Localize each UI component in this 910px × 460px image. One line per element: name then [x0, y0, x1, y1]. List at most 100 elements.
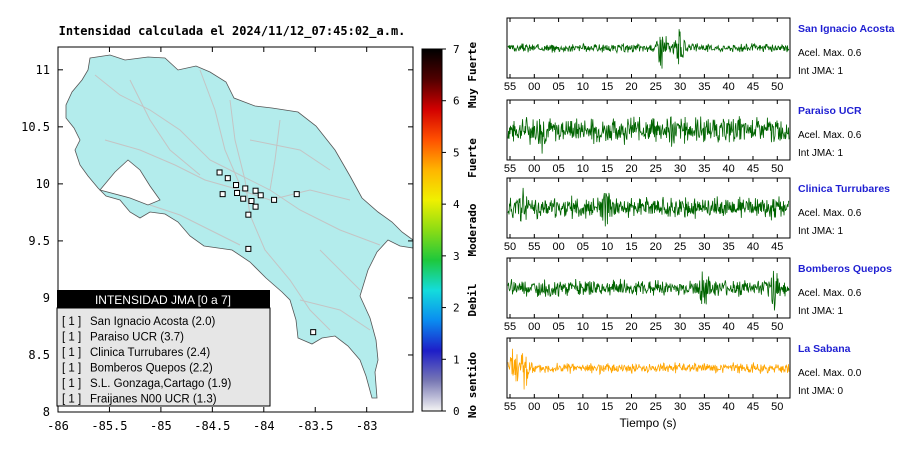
map-x-tick-label: -84.5	[194, 419, 230, 433]
waveform-tick-label: 05	[552, 81, 564, 93]
waveform-trace	[507, 187, 790, 227]
waveform-tick-label: 15	[601, 163, 613, 175]
legend-row-level: [ 1 ]	[62, 378, 81, 390]
map-x-tick-label: -85.5	[91, 419, 127, 433]
colorbar-category-labels: No sentido Debil Moderado Fuerte Muy Fuerte	[466, 42, 479, 419]
colorbar-category-label: Fuerte	[466, 138, 479, 178]
station-marker	[216, 169, 223, 176]
waveform-tick-label: 40	[723, 163, 735, 175]
accel-max-label: Acel. Max. 0.6	[798, 208, 862, 219]
map-y-tick-label: 8	[43, 405, 50, 419]
colorbar-tick-label: 6	[453, 95, 460, 108]
jma-intensity-label: Int JMA: 0	[798, 386, 843, 397]
waveform-tick-label: 20	[625, 321, 637, 333]
waveform-frame	[506, 99, 791, 161]
map-title: Intensidad calculada el 2024/11/12_07:45…	[59, 24, 406, 39]
waveform-tick-label: 50	[504, 241, 516, 253]
station-name-label: Bomberos Quepos	[798, 263, 892, 275]
accel-max-label: Acel. Max. 0.6	[798, 130, 862, 141]
waveform-tick-label: 10	[577, 163, 589, 175]
waveform-tick-label: 25	[650, 163, 662, 175]
coastline-detail	[99, 159, 161, 206]
legend-row-name: S.L. Gonzaga,Cartago (1.9)	[90, 378, 231, 390]
map-y-tick-label: 10	[36, 177, 50, 191]
accel-max-label: Acel. Max. 0.0	[798, 368, 862, 379]
waveform-trace	[507, 270, 790, 311]
waveform-tick-label: 30	[698, 241, 710, 253]
map-x-tick-label: -86	[47, 419, 69, 433]
waveform-tick-label: 40	[723, 81, 735, 93]
waveform-tick-label: 25	[650, 321, 662, 333]
colorbar-tick-label: 1	[453, 353, 460, 366]
waveform-tick-label: 25	[674, 241, 686, 253]
colorbar-category-label: Debil	[466, 283, 479, 316]
map-y-tick-label: 9	[43, 291, 50, 305]
colorbar-category-label: No sentido	[466, 352, 479, 419]
waveform-tick-label: 50	[771, 163, 783, 175]
waveform-tick-label: 15	[601, 321, 613, 333]
legend-row-level: [ 1 ]	[62, 363, 81, 375]
station-marker	[248, 197, 255, 204]
station-marker	[257, 192, 264, 199]
waveform-tick-label: 50	[771, 321, 783, 333]
map-y-tick-label: 11	[36, 63, 50, 77]
waveform-tick-label: 55	[504, 163, 516, 175]
colorbar-tick-label: 4	[453, 198, 460, 211]
waveform-tick-label: 40	[723, 401, 735, 413]
station-marker	[240, 195, 247, 202]
jma-intensity-label: Int JMA: 1	[798, 306, 843, 317]
station-marker	[252, 203, 259, 210]
waveform-tick-label: 35	[698, 321, 710, 333]
costa-rica-land	[65, 54, 414, 399]
legend-body	[56, 307, 271, 407]
road-network	[94, 69, 381, 331]
waveform-tick-label: 15	[625, 241, 637, 253]
waveform-tick-label: 50	[771, 81, 783, 93]
jma-intensity-label: Int JMA: 1	[798, 66, 843, 77]
waveform-tick-label: 00	[528, 163, 540, 175]
waveform-tick-label: 10	[601, 241, 613, 253]
colorbar-tick-label: 7	[453, 43, 460, 56]
map-x-tick-label: -83.5	[297, 419, 333, 433]
map-y-tick-label: 8.5	[28, 348, 50, 362]
colorbar-tick-label: 2	[453, 302, 460, 315]
waveform-tick-label: 30	[674, 321, 686, 333]
map-x-tick-label: -85	[150, 419, 172, 433]
waveform-tick-label: 15	[601, 401, 613, 413]
map-frame	[57, 46, 414, 413]
waveform-tick-label: 00	[528, 401, 540, 413]
station-marker	[310, 329, 317, 336]
colorbar-tick-label: 5	[453, 146, 460, 159]
waveform-tick-label: 05	[552, 321, 564, 333]
accel-max-label: Acel. Max. 0.6	[798, 48, 862, 59]
map-y-tick-label: 9.5	[28, 234, 50, 248]
waveform-tick-label: 20	[625, 401, 637, 413]
station-marker	[245, 211, 252, 218]
waveform-tick-label: 50	[771, 401, 783, 413]
waveform-tick-label: 35	[698, 81, 710, 93]
waveform-panel: 55 00 05 10 15 20 25 30 35 40 45 50 San Ignacio Acos…	[504, 17, 895, 93]
jma-intensity-label: Int JMA: 1	[798, 148, 843, 159]
legend-header	[57, 290, 270, 308]
accel-max-label: Acel. Max. 0.6	[798, 288, 862, 299]
waveform-panel: 50 55 00 05 10 15 20 25 30 35 40 45 Clinica Turrubar…	[504, 177, 890, 253]
station-marker	[233, 182, 240, 189]
map-x-tick-label: -84	[253, 419, 275, 433]
colorbar-ticks: 0 1 2 3 4 5 6 7	[442, 43, 460, 418]
legend-rows: [ 1 ] San Ignacio Acosta (2.0) [ 1 ] Parais…	[62, 316, 231, 406]
station-marker	[219, 191, 226, 198]
colorbar-category-label: Muy Fuerte	[466, 42, 479, 109]
waveform-tick-label: 30	[674, 401, 686, 413]
colorbar-tick-label: 0	[453, 405, 460, 418]
waveform-tick-label: 45	[771, 241, 783, 253]
waveform-tick-label: 20	[650, 241, 662, 253]
waveform-tick-label: 45	[747, 81, 759, 93]
legend-row-name: Fraijanes N00 UCR (1.3)	[90, 394, 217, 406]
waveform-tick-label: 30	[674, 163, 686, 175]
station-name-label: Paraiso UCR	[798, 105, 862, 117]
intensity-colorbar: 0 1 2 3 4 5 6 7 No sentido Debil Moderado Fuerte Mu…	[421, 42, 479, 419]
waveform-tick-label: 15	[601, 81, 613, 93]
waveform-tick-label: 55	[504, 321, 516, 333]
waveform-panel: 55 00 05 10 15 20 25 30 35 40 45 50 Paraiso UCR Acel.…	[504, 99, 862, 175]
